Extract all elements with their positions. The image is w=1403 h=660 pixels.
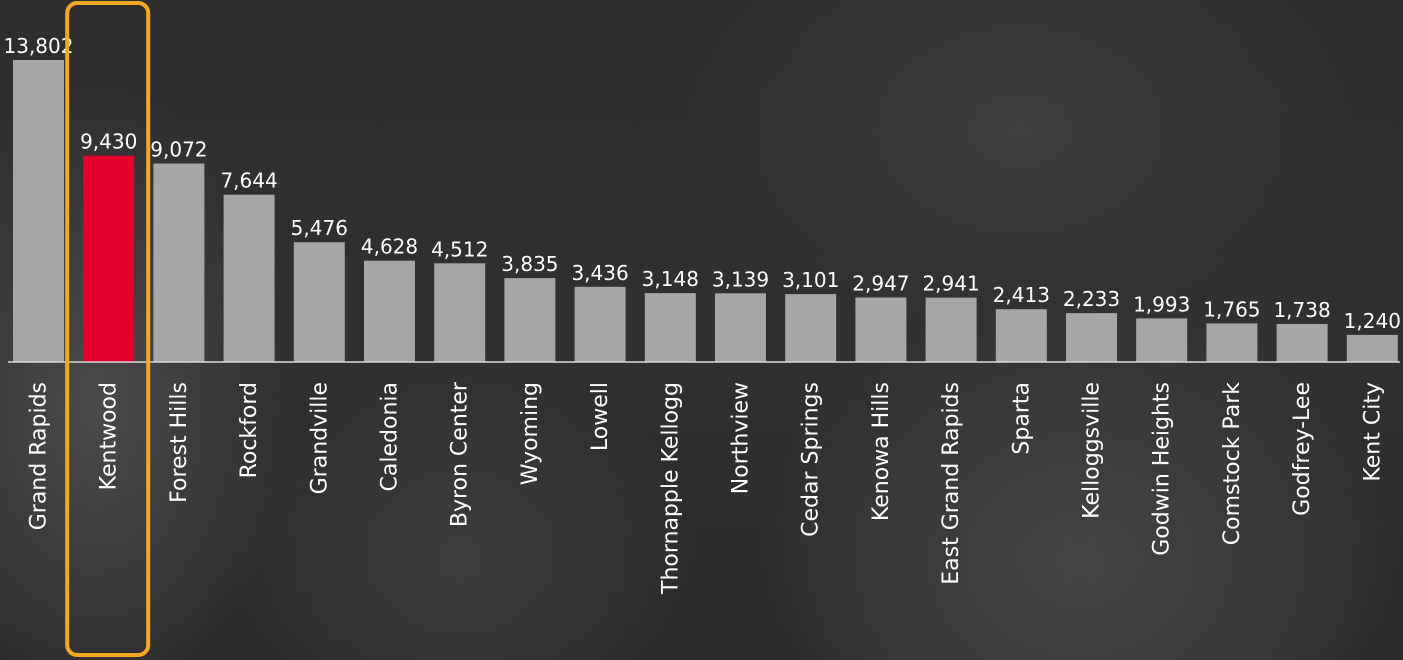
category-label-comstock-park: Comstock Park bbox=[1220, 382, 1245, 545]
bar-rockford bbox=[224, 195, 275, 362]
bar-godwin-heights bbox=[1136, 318, 1187, 362]
value-label-comstock-park: 1,765 bbox=[1203, 297, 1260, 321]
value-label-east-grand-rapids: 2,941 bbox=[922, 272, 979, 296]
category-label-northview: Northview bbox=[729, 382, 754, 494]
value-labels-layer: 13,802 9,430 9,072 7,644 5,476 4,628 4,512 3,83… bbox=[4, 34, 1401, 333]
value-label-godfrey-lee: 1,738 bbox=[1273, 298, 1330, 322]
value-label-caledonia: 4,628 bbox=[361, 235, 418, 259]
bar-kentwood bbox=[83, 156, 134, 362]
category-label-grandville: Grandville bbox=[307, 382, 332, 494]
value-label-kentwood: 9,430 bbox=[80, 130, 137, 154]
category-label-wyoming: Wyoming bbox=[518, 382, 543, 485]
bar-kent-city bbox=[1347, 335, 1398, 362]
category-label-godfrey-lee: Godfrey-Lee bbox=[1290, 382, 1315, 516]
category-label-kent-city: Kent City bbox=[1360, 382, 1385, 482]
bar-lowell bbox=[575, 287, 626, 362]
value-label-rockford: 7,644 bbox=[220, 169, 277, 193]
bars-layer bbox=[13, 60, 1398, 362]
value-label-grand-rapids: 13,802 bbox=[4, 34, 74, 58]
value-label-forest-hills: 9,072 bbox=[150, 138, 207, 162]
category-labels-layer: Grand Rapids Kentwood Forest Hills Rockford… bbox=[27, 381, 1386, 595]
bar-grandville bbox=[294, 242, 345, 362]
value-label-kenowa-hills: 2,947 bbox=[852, 272, 909, 296]
bar-kelloggsville bbox=[1066, 313, 1117, 362]
bar-wyoming bbox=[504, 278, 555, 362]
value-label-cedar-springs: 3,101 bbox=[782, 268, 839, 292]
bar-godfrey-lee bbox=[1277, 324, 1328, 362]
bar-east-grand-rapids bbox=[926, 298, 977, 362]
value-label-byron-center: 4,512 bbox=[431, 237, 488, 261]
category-label-east-grand-rapids: East Grand Rapids bbox=[939, 382, 964, 585]
category-label-kenowa-hills: Kenowa Hills bbox=[869, 382, 894, 521]
value-label-thornapple-kellogg: 3,148 bbox=[642, 267, 699, 291]
value-label-northview: 3,139 bbox=[712, 267, 769, 291]
value-label-kent-city: 1,240 bbox=[1344, 309, 1401, 333]
bar-comstock-park bbox=[1206, 323, 1257, 362]
bar-northview bbox=[715, 293, 766, 362]
category-label-godwin-heights: Godwin Heights bbox=[1150, 382, 1175, 556]
category-label-forest-hills: Forest Hills bbox=[167, 382, 192, 503]
value-label-sparta: 2,413 bbox=[993, 283, 1050, 307]
category-label-sparta: Sparta bbox=[1009, 382, 1034, 455]
category-label-cedar-springs: Cedar Springs bbox=[799, 382, 824, 537]
category-label-caledonia: Caledonia bbox=[378, 382, 403, 491]
bar-sparta bbox=[996, 309, 1047, 362]
category-label-byron-center: Byron Center bbox=[448, 381, 473, 527]
category-label-kelloggsville: Kelloggsville bbox=[1080, 382, 1105, 519]
bar-byron-center bbox=[434, 263, 485, 362]
bar-caledonia bbox=[364, 261, 415, 362]
value-label-lowell: 3,436 bbox=[571, 261, 628, 285]
category-label-grand-rapids: Grand Rapids bbox=[27, 382, 52, 530]
category-label-rockford: Rockford bbox=[237, 382, 262, 478]
bar-forest-hills bbox=[153, 164, 204, 363]
value-label-wyoming: 3,835 bbox=[501, 252, 558, 276]
category-label-kentwood: Kentwood bbox=[97, 382, 122, 490]
bar-grand-rapids bbox=[13, 60, 64, 362]
bar-cedar-springs bbox=[785, 294, 836, 362]
category-label-thornapple-kellogg: Thornapple Kellogg bbox=[658, 382, 683, 595]
value-label-grandville: 5,476 bbox=[291, 216, 348, 240]
value-label-kelloggsville: 2,233 bbox=[1063, 287, 1120, 311]
bar-kenowa-hills bbox=[855, 298, 906, 363]
value-label-godwin-heights: 1,993 bbox=[1133, 292, 1190, 316]
bar-thornapple-kellogg bbox=[645, 293, 696, 362]
category-label-lowell: Lowell bbox=[588, 382, 613, 451]
